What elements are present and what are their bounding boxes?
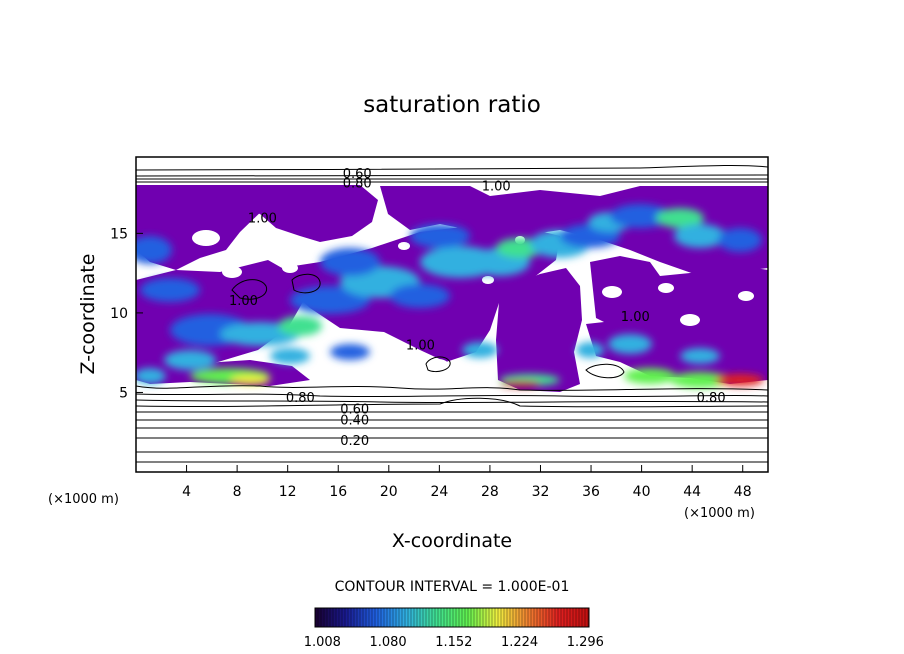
y-tick-label: 5 <box>119 385 128 401</box>
contour-label: 0.80 <box>343 176 372 191</box>
colorbar-tick-labels: 1.008 1.080 1.152 1.224 1.296 <box>304 635 604 650</box>
x-axis-title: X-coordinate <box>392 530 512 552</box>
x-tick-label: 24 <box>430 484 448 500</box>
contour-interval-label: CONTOUR INTERVAL = 1.000E-01 <box>335 579 570 595</box>
contour-line <box>585 363 625 379</box>
contour-label: 0.20 <box>340 434 369 449</box>
saturation-field-patch <box>290 286 370 314</box>
saturation-field-patch <box>670 372 730 388</box>
colorbar-tick-label: 1.296 <box>567 635 604 650</box>
x-unit-label: (×1000 m) <box>684 506 755 521</box>
contour-line <box>291 273 321 294</box>
colorbar: 1.008 1.080 1.152 1.224 1.296 <box>304 607 604 650</box>
saturation-field-patch <box>718 228 762 252</box>
x-tick-label: 4 <box>182 484 191 500</box>
x-tick-label: 44 <box>683 484 701 500</box>
contour-label: 1.00 <box>229 294 258 309</box>
contour-label: 1.00 <box>621 310 650 325</box>
y-axis-ticks: 5 10 15 <box>110 226 143 401</box>
subsaturated-patch <box>658 283 674 293</box>
saturation-field-patch <box>410 224 470 248</box>
saturation-field-patch <box>270 348 310 364</box>
subsaturated-patch <box>680 314 700 326</box>
y-tick-label: 10 <box>110 306 128 322</box>
saturation-field-patch <box>330 344 370 360</box>
contour-label: 0.40 <box>340 414 369 429</box>
supersaturated-region <box>496 268 582 392</box>
y-unit-label: (×1000 m) <box>48 492 119 507</box>
contour-line <box>136 397 768 408</box>
saturation-field-patch <box>576 342 604 358</box>
x-tick-label: 48 <box>734 484 752 500</box>
supersaturated-region <box>590 256 768 356</box>
subsaturated-patch <box>428 359 448 369</box>
y-axis-title: Z-coordinate <box>77 254 99 375</box>
contour-line <box>136 385 768 391</box>
contour-label: 0.60 <box>343 167 372 182</box>
plot-area <box>136 157 768 472</box>
contour-line <box>136 399 768 404</box>
saturation-field-patch <box>680 348 720 364</box>
subsaturated-patch <box>602 286 622 298</box>
saturation-field-patch <box>278 316 322 336</box>
subsaturated-patch <box>222 266 242 278</box>
saturation-field-patch <box>136 368 166 384</box>
saturation-field-patch <box>462 342 498 358</box>
x-tick-label: 12 <box>279 484 297 500</box>
saturation-field-patch <box>500 381 540 387</box>
saturation-field-patch <box>230 375 270 385</box>
saturation-field-patch <box>674 224 726 248</box>
contour-label: 1.00 <box>406 339 435 354</box>
y-tick-label: 15 <box>110 226 128 242</box>
x-axis-ticks: 4 8 12 16 20 24 28 32 36 40 44 48 <box>182 465 752 500</box>
contour-label: 0.60 <box>340 402 369 417</box>
contour-label: 1.00 <box>248 211 277 226</box>
subsaturated-patch <box>738 291 754 301</box>
contour-line <box>425 356 451 373</box>
x-tick-label: 40 <box>633 484 651 500</box>
saturation-field-patch <box>608 334 652 354</box>
saturation-field-patch <box>610 204 670 228</box>
subsaturated-patch <box>398 242 410 250</box>
x-tick-label: 16 <box>329 484 347 500</box>
contour-line <box>136 393 768 398</box>
saturation-color-field <box>136 204 764 388</box>
x-tick-label: 28 <box>481 484 499 500</box>
supersaturated-region <box>196 185 378 242</box>
contour-label: 0.80 <box>286 391 315 406</box>
contour-labels: 0.600.80 1.001.001.001.001.000.800.600.40… <box>229 167 726 449</box>
contour-lines <box>136 164 768 463</box>
saturation-field-patch <box>140 278 200 302</box>
subsaturated-patch <box>192 230 220 246</box>
subsaturated-patch <box>482 276 494 284</box>
x-tick-label: 36 <box>582 484 600 500</box>
contour-line <box>231 279 268 300</box>
contour-label: 0.80 <box>697 391 726 406</box>
saturation-field-patch <box>390 284 450 308</box>
colorbar-tick-label: 1.152 <box>435 635 472 650</box>
colorbar-stripes <box>317 608 589 627</box>
saturation-field-patch <box>136 236 172 264</box>
subsaturated-patch <box>282 263 298 273</box>
contour-label: 1.00 <box>482 180 511 195</box>
saturation-field-patch <box>320 248 380 276</box>
colorbar-gradient <box>315 608 589 627</box>
contour-line <box>136 174 768 177</box>
colorbar-tick-label: 1.224 <box>501 635 538 650</box>
colorbar-tick-label: 1.080 <box>369 635 406 650</box>
x-tick-label: 8 <box>233 484 242 500</box>
saturation-field-patch <box>656 208 704 228</box>
colorbar-tick-label: 1.008 <box>304 635 341 650</box>
chart-title: saturation ratio <box>363 92 541 118</box>
saturation-field-patch <box>624 368 676 384</box>
colorbar-frame <box>314 607 590 628</box>
saturation-field-patch <box>716 374 764 386</box>
x-tick-label: 32 <box>532 484 550 500</box>
saturation-field-patch <box>164 350 216 370</box>
plot-frame <box>135 156 769 473</box>
contour-line <box>136 164 768 171</box>
x-tick-label: 20 <box>380 484 398 500</box>
